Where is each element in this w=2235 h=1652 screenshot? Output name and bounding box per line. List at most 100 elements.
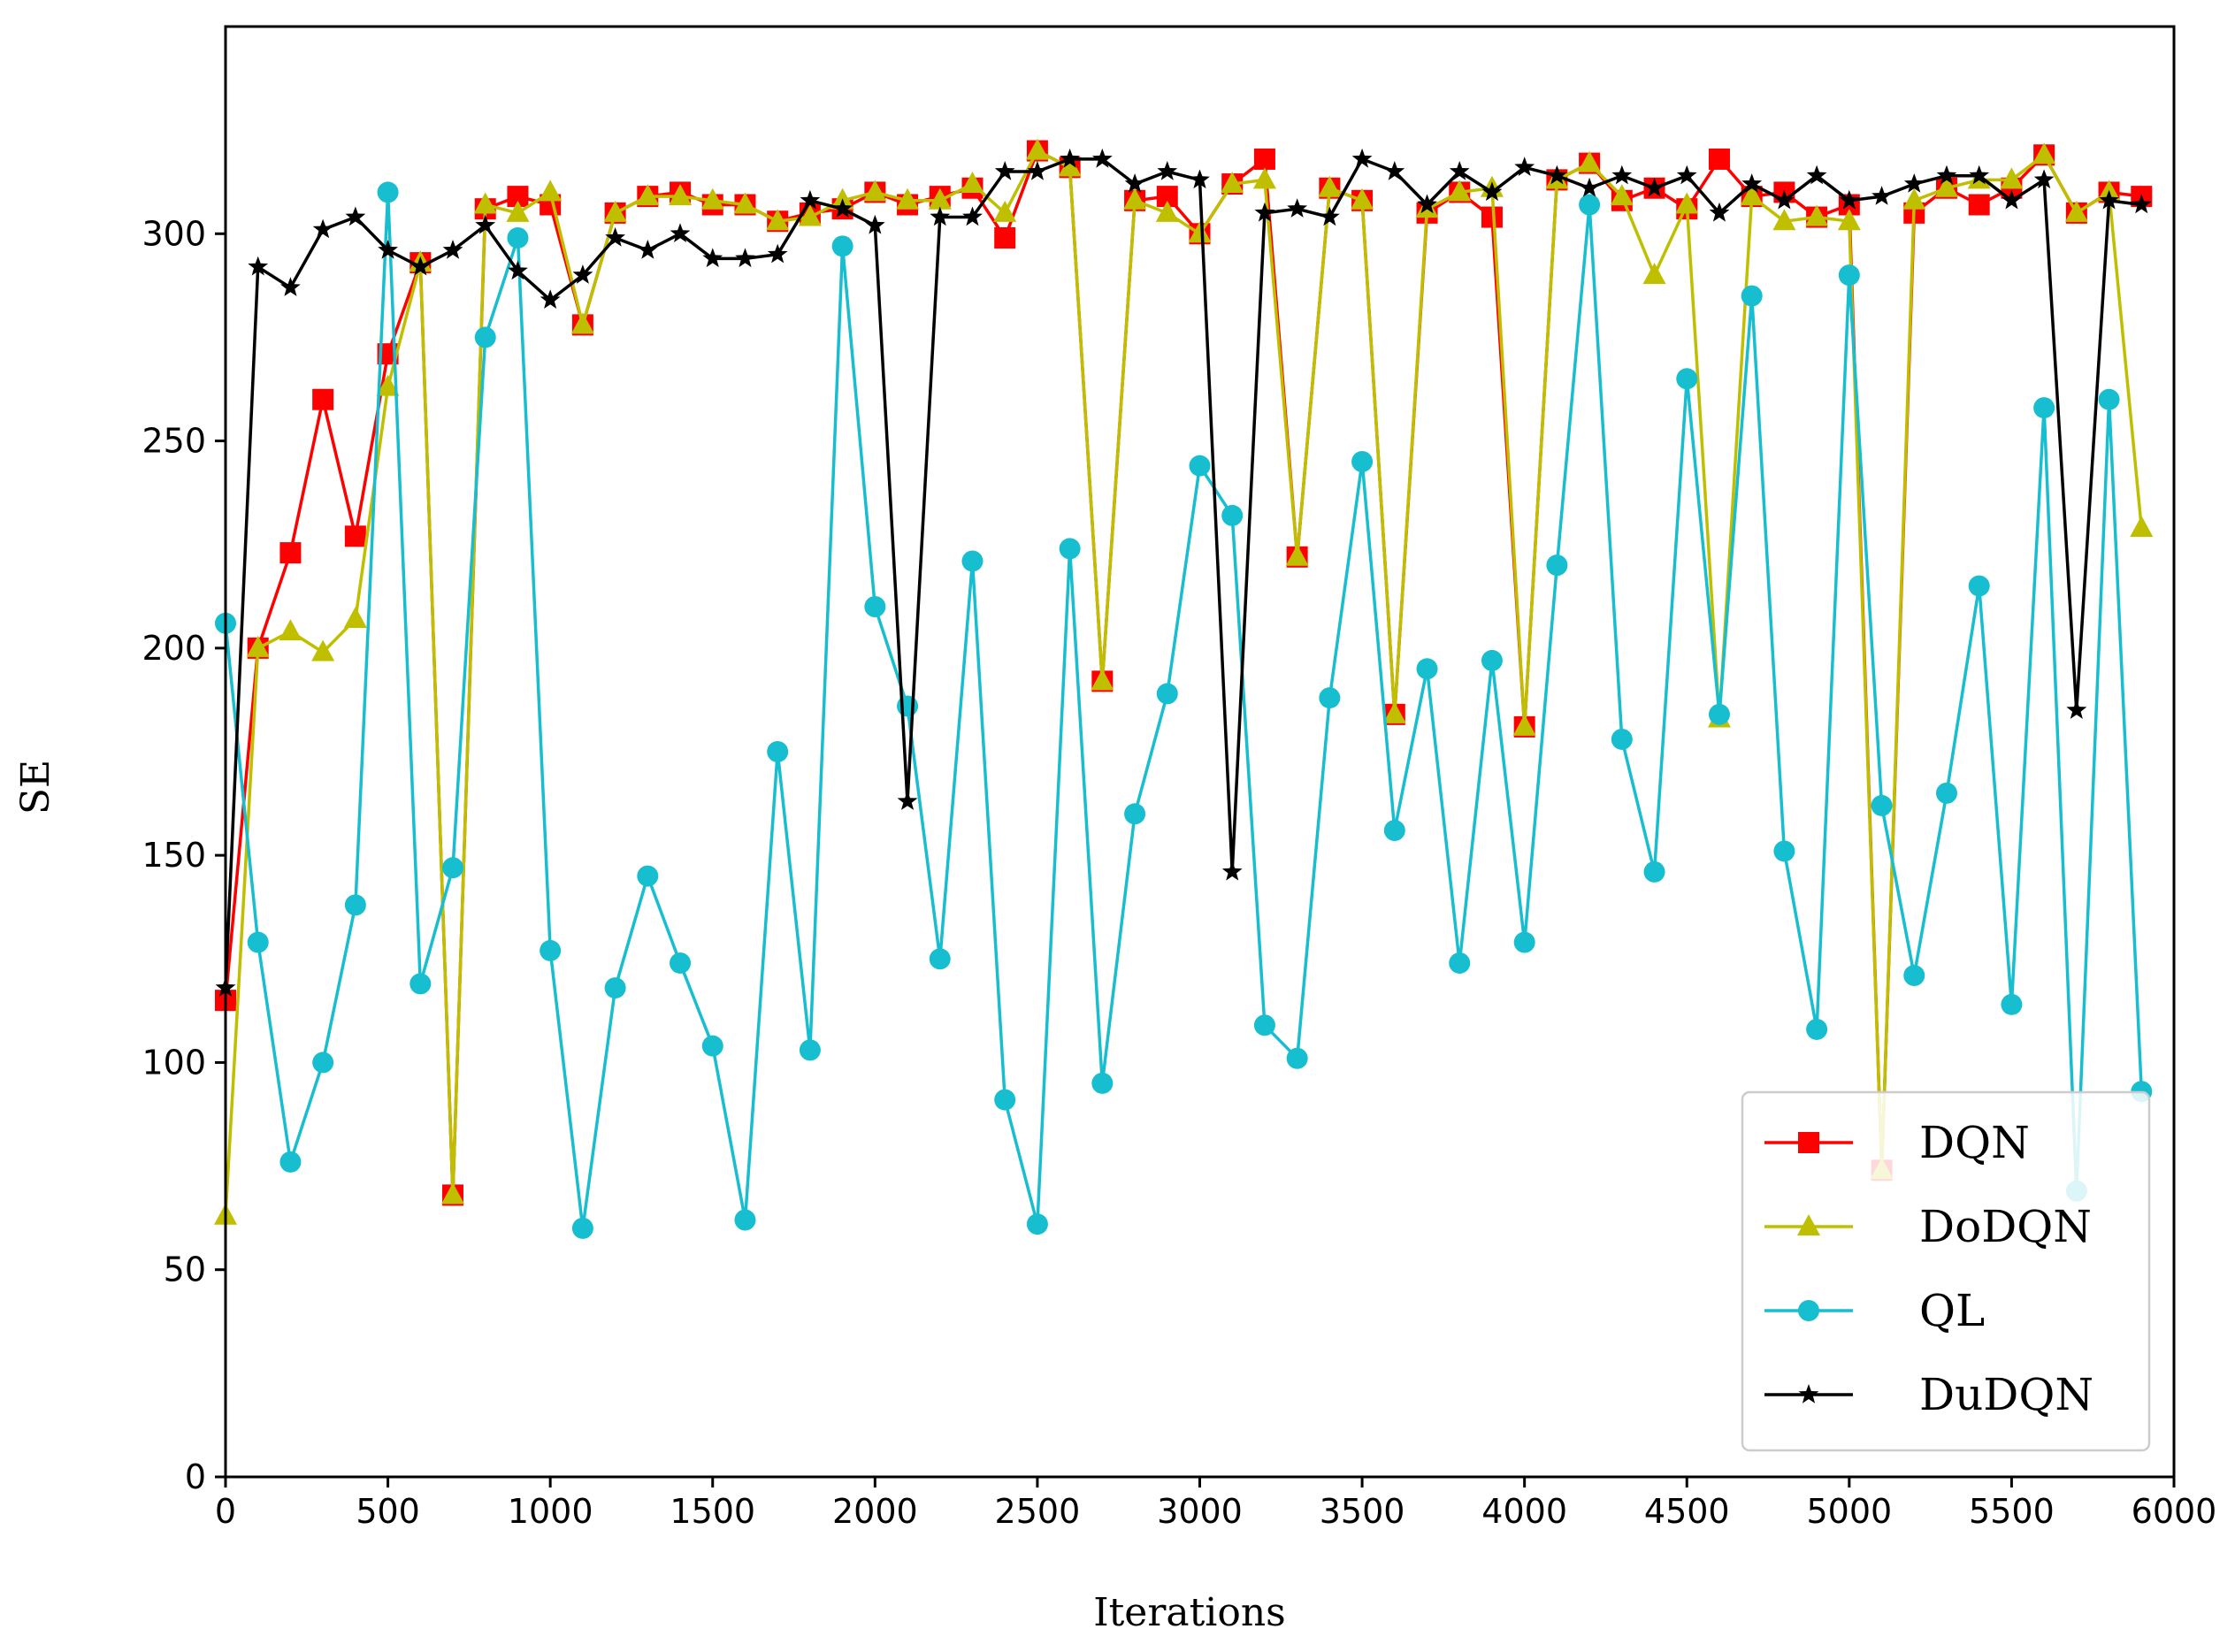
x-tick-label: 3500 (1320, 1492, 1405, 1531)
data-point-dudqn (442, 240, 463, 259)
data-point-ql (1124, 803, 1146, 825)
data-point-dodqn (1025, 138, 1049, 160)
x-tick-label: 1000 (508, 1492, 593, 1531)
data-point-dodqn (1058, 155, 1082, 177)
data-point-ql (312, 1052, 334, 1074)
series-line-ql (224, 190, 2144, 1230)
data-point-dudqn (1806, 164, 1827, 185)
legend-label: QL (1919, 1285, 1985, 1336)
data-point-dodqn (1123, 187, 1147, 210)
data-point-ql (1351, 451, 1374, 472)
data-point-dudqn (1060, 148, 1080, 168)
data-point-dodqn (343, 607, 367, 629)
data-point-ql (1903, 965, 1925, 987)
data-point-ql (1449, 952, 1471, 974)
data-point-dudqn (1449, 161, 1470, 180)
legend-marker (1797, 1214, 1820, 1235)
data-point-dudqn (1579, 177, 1600, 197)
data-point-ql (1221, 504, 1244, 526)
y-tick-label: 200 (142, 629, 206, 668)
y-tick-label: 50 (164, 1250, 206, 1289)
data-point-dudqn (1124, 173, 1145, 193)
data-point-ql (1806, 1018, 1828, 1040)
data-point-dodqn (1740, 184, 1764, 206)
data-point-ql (1968, 575, 1990, 597)
data-point-dodqn (863, 180, 887, 202)
data-point-dudqn (312, 218, 333, 239)
data-point-dudqn (2099, 189, 2119, 210)
data-point-dudqn (1936, 164, 1957, 185)
data-point-dudqn (1514, 157, 1535, 176)
data-point-ql (1773, 840, 1795, 862)
data-point-dodqn (1578, 150, 1602, 172)
data-point-ql (1741, 285, 1763, 307)
data-point-ql (961, 550, 984, 572)
legend-marker (1798, 1132, 1819, 1153)
data-point-dudqn (1871, 186, 1892, 205)
data-point-dudqn (670, 223, 691, 242)
data-point-ql (897, 695, 919, 717)
data-point-dodqn (473, 192, 497, 214)
series-line-dudqn (224, 157, 2142, 989)
data-point-dudqn (475, 214, 496, 234)
data-point-dudqn (1190, 169, 1210, 189)
data-point-dodqn (376, 374, 400, 396)
data-point-dudqn (1351, 148, 1373, 168)
legend-item-dudqn: DuDQN (1764, 1369, 2093, 1420)
data-point-dodqn (2032, 142, 2056, 164)
data-point-dqn (312, 388, 334, 410)
data-point-dodqn (1351, 187, 1374, 210)
data-point-ql (767, 741, 789, 762)
legend-marker (1798, 1300, 1819, 1321)
x-tick-label: 2500 (995, 1492, 1081, 1531)
data-point-dudqn (1741, 173, 1763, 193)
data-point-ql (1286, 1047, 1308, 1069)
data-point-dudqn (702, 248, 723, 268)
data-point-dudqn (1027, 161, 1048, 180)
data-point-dodqn (506, 200, 530, 222)
data-point-dudqn (1287, 198, 1308, 218)
data-point-ql (474, 326, 496, 348)
x-tick-label: 1500 (670, 1492, 755, 1531)
y-tick-label: 300 (142, 214, 206, 253)
data-point-dudqn (1676, 164, 1697, 185)
data-point-dqn (994, 226, 1016, 249)
data-point-dqn (1253, 148, 1275, 170)
data-point-dudqn (1320, 206, 1340, 226)
data-point-dudqn (1969, 164, 1990, 185)
data-point-ql (1546, 554, 1568, 577)
data-point-ql (1611, 728, 1633, 750)
data-point-dodqn (1610, 184, 1634, 206)
legend-item-dqn: DQN (1764, 1117, 2030, 1168)
data-point-dudqn (1547, 164, 1567, 185)
data-point-dodqn (1675, 192, 1699, 214)
x-tick-label: 2000 (832, 1492, 918, 1531)
data-point-dudqn (2002, 189, 2022, 210)
data-point-ql (2001, 993, 2023, 1015)
data-point-ql (409, 973, 432, 995)
data-point-ql (831, 235, 853, 257)
data-point-ql (1579, 194, 1601, 216)
data-point-dudqn (1839, 189, 1860, 210)
data-point-ql (637, 865, 659, 887)
x-tick-label: 3000 (1157, 1492, 1243, 1531)
data-point-ql (1935, 782, 1957, 804)
data-point-ql (1319, 687, 1341, 709)
legend-label: DQN (1919, 1117, 2030, 1168)
data-point-dodqn (2064, 200, 2088, 222)
data-point-dodqn (1318, 175, 1342, 197)
data-point-dodqn (928, 187, 952, 210)
data-point-ql (994, 1089, 1016, 1111)
axes-layer: 0 500 1000 1500 2000 2500 3000 3500 4000 4500 5000… (142, 25, 2216, 1531)
data-point-ql (571, 1217, 593, 1239)
data-point-dudqn (2033, 169, 2055, 189)
data-point-dudqn (1903, 173, 1925, 193)
data-point-ql (2033, 397, 2055, 419)
data-point-ql (1026, 1213, 1048, 1235)
data-point-dudqn (2066, 700, 2087, 719)
data-point-dodqn (311, 639, 335, 662)
data-point-dodqn (1934, 175, 1958, 197)
data-point-dodqn (539, 180, 563, 202)
y-tick-label: 100 (142, 1043, 206, 1082)
